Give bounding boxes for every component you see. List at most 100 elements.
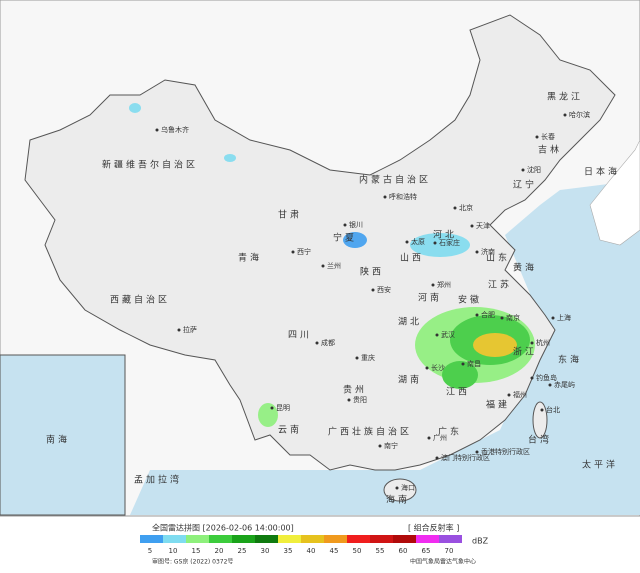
region-label: 安徽 [458,294,482,306]
legend-level-label: 40 [307,547,316,555]
city-dot [551,316,555,320]
city-dot [427,436,431,440]
city-dot [500,316,504,320]
source: 中国气象局雷达气象中心 [410,558,476,566]
city-label: 兰州 [327,261,341,270]
region-label: 内蒙古自治区 [359,174,431,186]
city-label: 拉萨 [183,325,197,334]
city-label: 上海 [557,313,571,322]
city-label: 南昌 [467,359,481,368]
city-dot [425,366,429,370]
legend-unit: dBZ [472,537,489,546]
region-label: 广东 [438,426,462,438]
region-label: 吉林 [538,144,562,156]
city-dot [270,406,274,410]
city-label: 长春 [541,132,555,141]
city-dot [461,362,465,366]
city-label: 武汉 [441,330,455,339]
city-dot [521,168,525,172]
approval-number: 审图号: GS京 (2022) 0372号 [152,558,233,566]
city-label: 乌鲁木齐 [161,125,189,134]
region-label: 辽宁 [513,179,537,191]
city-label: 海口 [401,483,415,492]
legend-swatch [439,535,462,543]
city-label: 济南 [481,247,495,256]
region-label: 福建 [486,399,510,411]
city-label: 昆明 [276,404,290,412]
legend-swatch [255,535,278,543]
city-dot [155,128,159,132]
city-label: 呼和浩特 [389,192,417,201]
legend-product: [ 组合反射率 ] [408,523,459,533]
region-label: 海南 [386,494,410,506]
region-label: 山东 [486,252,510,264]
sea [130,180,640,515]
city-dot [355,356,359,360]
region-label: 广西壮族自治区 [328,426,412,438]
city-dot [540,408,544,412]
city-label: 沈阳 [527,165,541,174]
city-dot [378,444,382,448]
region-label: 南海 [46,434,70,446]
legend-swatch [140,535,163,543]
region-label: 东海 [558,354,582,366]
city-label: 重庆 [361,353,375,362]
city-label: 郑州 [437,281,451,289]
city-label: 香港特别行政区 [481,447,530,456]
city-dot [315,341,319,345]
legend-level-label: 25 [238,547,247,555]
region-label: 甘肃 [278,209,302,221]
city-label: 贵阳 [353,395,367,404]
region-label: 日本海 [584,166,620,178]
legend-swatch [416,535,439,543]
region-label: 浙江 [513,346,537,358]
legend-swatch [370,535,393,543]
legend-level-label: 20 [215,547,224,555]
region-label: 台湾 [528,434,552,446]
region-label: 湖南 [398,374,422,386]
city-dot [475,313,479,317]
city-dot [535,135,539,139]
legend-swatch [232,535,255,543]
city-dot [453,206,457,210]
region-label: 黑龙江 [547,91,583,103]
legend-swatch [324,535,347,543]
city-label: 南宁 [384,441,398,450]
city-dot [563,113,567,117]
city-dot [530,376,534,380]
region-label: 云南 [278,424,302,436]
japan [589,139,640,246]
taiwan [532,401,548,439]
city-label: 杭州 [536,338,550,347]
city-label: 石家庄 [439,238,460,247]
city-dot [435,333,439,337]
legend-level-label: 60 [399,547,408,555]
city-dot [321,264,325,268]
city-label: 钓鱼岛 [536,373,557,382]
region-label: 河南 [418,292,442,304]
city-label: 西宁 [297,247,311,256]
legend-level-label: 45 [330,547,339,555]
city-dot [433,241,437,245]
city-label: 长沙 [431,363,445,372]
city-dot [470,224,474,228]
city-label: 赤尾屿 [554,380,575,389]
legend-swatch [278,535,301,543]
city-dot [475,250,479,254]
legend-swatch [163,535,186,543]
region-label: 江西 [446,387,470,398]
city-dot [371,288,375,292]
hainan [383,478,417,502]
region-label: 四川 [288,331,312,341]
city-label: 北京 [459,203,473,212]
legend-level-label: 5 [148,547,152,555]
city-dot [291,250,295,254]
city-dot [343,223,347,227]
region-label: 宁夏 [333,232,357,244]
region-label: 青海 [238,252,262,264]
legend-title: 全国雷达拼图 [2026-02-06 14:00:00] [152,523,294,533]
city-dot [431,283,435,287]
city-label: 成都 [321,338,335,347]
city-dot [475,450,479,454]
